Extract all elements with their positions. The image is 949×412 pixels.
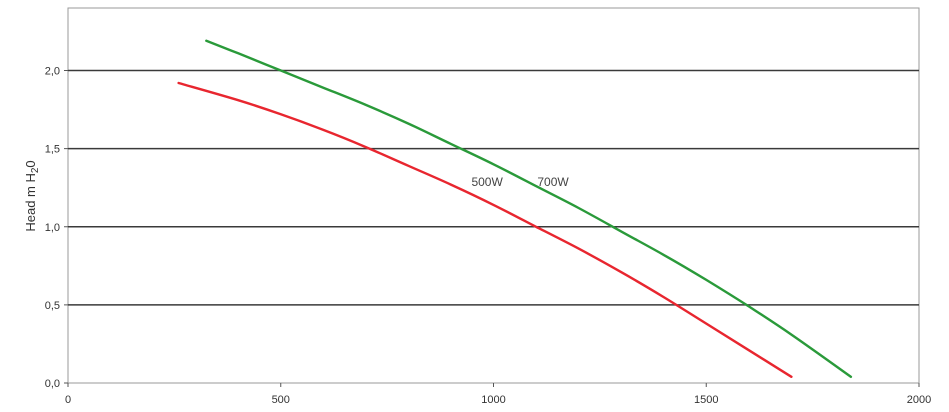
x-tick-label-2: 1000 <box>481 394 505 406</box>
y-axis-label: Head m H20 <box>23 160 41 231</box>
x-tick-label-1: 500 <box>272 394 290 406</box>
series-lines <box>177 39 853 378</box>
x-axis-ticks: 0 500 1000 1500 2000 <box>65 383 931 406</box>
x-tick-label-0: 0 <box>65 394 71 406</box>
grid-lines <box>68 69 919 306</box>
series-line-700W <box>205 39 853 378</box>
series-labels: 500W 700W <box>471 175 569 189</box>
y-tick-label-1: 0,5 <box>45 300 60 312</box>
series-label-500W: 500W <box>471 175 503 189</box>
y-axis-ticks: 0,0 0,5 1,0 1,5 2,0 <box>45 66 68 390</box>
y-tick-label-2: 1,0 <box>45 222 60 234</box>
x-tick-label-4: 2000 <box>907 394 931 406</box>
y-tick-label-0: 0,0 <box>45 378 60 390</box>
y-tick-label-3: 1,5 <box>45 144 60 156</box>
plot-area-frame <box>67 7 920 384</box>
series-label-700W: 700W <box>537 175 569 189</box>
y-tick-label-4: 2,0 <box>45 66 60 78</box>
series-line-500W <box>177 81 793 378</box>
x-tick-label-3: 1500 <box>694 394 718 406</box>
